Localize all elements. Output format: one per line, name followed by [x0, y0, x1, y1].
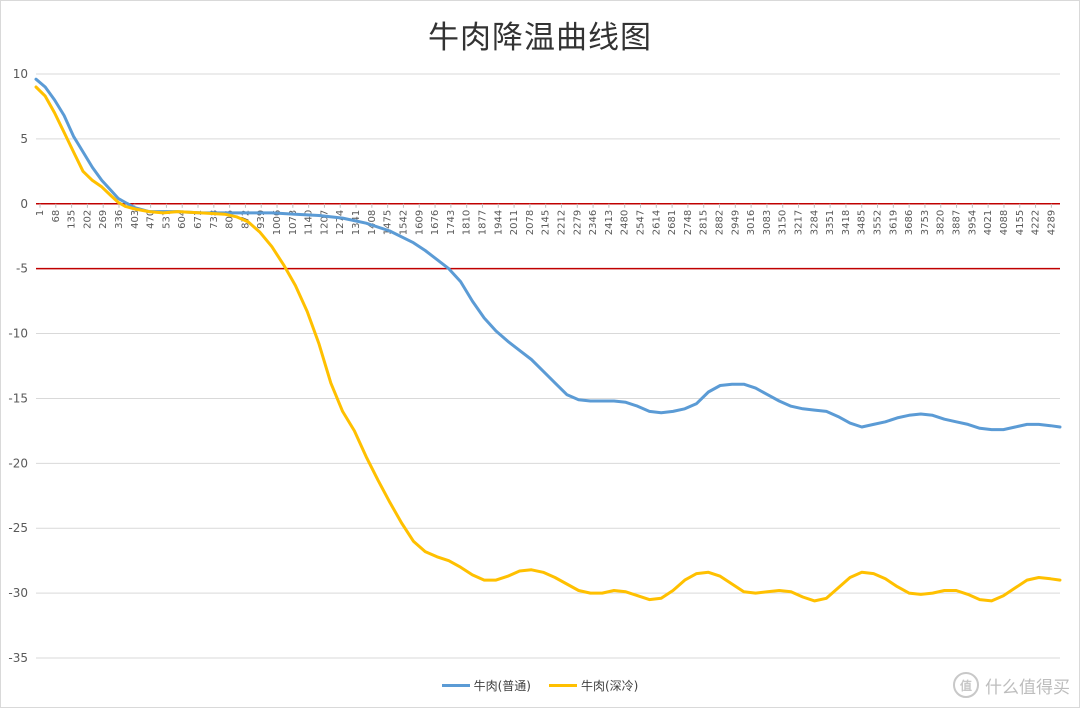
legend: 牛肉(普通) 牛肉(深冷) — [0, 677, 1080, 694]
x-tick-label: 939 — [256, 210, 267, 229]
x-tick-label: 1609 — [414, 210, 425, 235]
x-tick-label: 1207 — [319, 210, 330, 235]
x-tick-label: 1542 — [398, 210, 409, 235]
x-tick-label: 1475 — [383, 210, 394, 235]
legend-swatch-normal — [441, 684, 470, 687]
x-tick-label: 3485 — [857, 210, 868, 235]
watermark: 值 什么值得买 — [953, 672, 1070, 698]
watermark-text: 什么值得买 — [985, 677, 1070, 698]
x-tick-label: 2748 — [683, 210, 694, 235]
y-tick-label: -20 — [8, 456, 28, 470]
legend-item-normal: 牛肉(普通) — [441, 677, 531, 694]
legend-label-deep-freeze: 牛肉(深冷) — [581, 679, 639, 693]
x-tick-label: 738 — [209, 210, 220, 229]
x-tick-label: 3217 — [794, 210, 805, 235]
series-line-1 — [34, 85, 1062, 603]
x-tick-label: 4222 — [1031, 210, 1042, 235]
x-tick-label: 135 — [67, 210, 78, 229]
x-tick-label: 2279 — [572, 210, 583, 235]
x-tick-label: 1408 — [367, 210, 378, 235]
x-tick-label: 202 — [82, 210, 93, 229]
y-tick-label: 10 — [13, 67, 28, 81]
x-tick-label: 537 — [161, 210, 172, 229]
y-tick-label: -30 — [8, 586, 28, 600]
x-tick-label: 1006 — [272, 210, 283, 235]
y-tick-label: -5 — [16, 262, 28, 276]
x-tick-label: 3083 — [762, 210, 773, 235]
y-tick-label: -15 — [8, 391, 28, 405]
x-tick-label: 3552 — [873, 210, 884, 235]
x-tick-label: 1877 — [477, 210, 488, 235]
x-tick-label: 3016 — [746, 210, 757, 235]
x-tick-label: 2614 — [651, 210, 662, 235]
legend-swatch-deep-freeze — [549, 684, 577, 687]
x-tick-label: 3820 — [936, 210, 947, 235]
x-tick-label: 336 — [114, 210, 125, 229]
x-tick-label: 1676 — [430, 210, 441, 235]
x-tick-label: 4289 — [1046, 210, 1057, 235]
x-tick-label: 68 — [51, 210, 62, 223]
x-tick-label: 2949 — [730, 210, 741, 235]
chart-title: 牛肉降温曲线图 — [428, 20, 652, 56]
x-tick-label: 403 — [130, 210, 141, 229]
x-tick-label: 2078 — [525, 210, 536, 235]
x-tick-label: 1140 — [304, 210, 315, 235]
x-tick-label: 3418 — [841, 210, 852, 235]
y-tick-label: -25 — [8, 521, 28, 535]
x-tick-label: 1073 — [288, 210, 299, 235]
x-tick-label: 2346 — [588, 210, 599, 235]
x-tick-label: 2480 — [620, 210, 631, 235]
x-tick-label: 1743 — [446, 210, 457, 235]
x-tick-label: 3954 — [967, 210, 978, 235]
x-tick-label: 3619 — [888, 210, 899, 235]
y-tick-label: 5 — [20, 132, 28, 146]
x-tick-label: 3284 — [809, 210, 820, 235]
x-tick-label: 3887 — [952, 210, 963, 235]
x-tick-label: 3351 — [825, 210, 836, 235]
y-tick-label: 0 — [20, 197, 28, 211]
x-tick-label: 2145 — [541, 210, 552, 235]
x-tick-label: 2011 — [509, 210, 520, 235]
x-tick-label: 1944 — [493, 210, 504, 235]
x-tick-label: 3686 — [904, 210, 915, 235]
x-tick-label: 671 — [193, 210, 204, 229]
legend-label-normal: 牛肉(普通) — [473, 679, 531, 693]
x-tick-label: 4088 — [999, 210, 1010, 235]
x-tick-label: 604 — [177, 210, 188, 229]
x-tick-label: 2212 — [556, 210, 567, 235]
y-tick-label: -35 — [8, 651, 28, 665]
y-tick-label: -10 — [8, 327, 28, 341]
watermark-logo-icon: 值 — [953, 672, 979, 698]
x-tick-label: 2882 — [715, 210, 726, 235]
x-tick-label: 2815 — [699, 210, 710, 235]
x-tick-label: 2413 — [604, 210, 615, 235]
x-tick-label: 2681 — [667, 210, 678, 235]
series-line-0 — [34, 77, 1062, 432]
x-tick-label: 4155 — [1015, 210, 1026, 235]
x-tick-label: 269 — [98, 210, 109, 229]
x-tick-label: 4021 — [983, 210, 994, 235]
x-tick-label: 2547 — [635, 210, 646, 235]
x-tick-label: 1274 — [335, 210, 346, 235]
x-tick-label: 805 — [225, 210, 236, 229]
legend-item-deep-freeze: 牛肉(深冷) — [549, 677, 638, 694]
x-tick-label: 3150 — [778, 210, 789, 235]
x-tick-label: 470 — [146, 210, 157, 229]
x-tick-label: 3753 — [920, 210, 931, 235]
x-tick-label: 1 — [35, 210, 46, 216]
x-tick-label: 1810 — [462, 210, 473, 235]
